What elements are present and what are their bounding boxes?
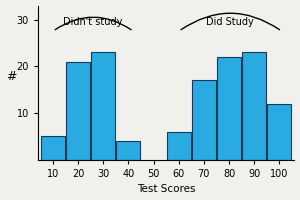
Bar <box>41 136 65 160</box>
Bar <box>167 132 190 160</box>
Text: Didn't study: Didn't study <box>63 17 123 27</box>
Bar <box>217 57 241 160</box>
Y-axis label: #: # <box>6 70 16 83</box>
Bar <box>116 141 140 160</box>
Text: Did Study: Did Study <box>206 17 254 27</box>
X-axis label: Test Scores: Test Scores <box>137 184 195 194</box>
Bar <box>242 52 266 160</box>
Bar <box>267 104 291 160</box>
Bar <box>192 80 216 160</box>
Bar <box>91 52 115 160</box>
Bar <box>66 62 90 160</box>
